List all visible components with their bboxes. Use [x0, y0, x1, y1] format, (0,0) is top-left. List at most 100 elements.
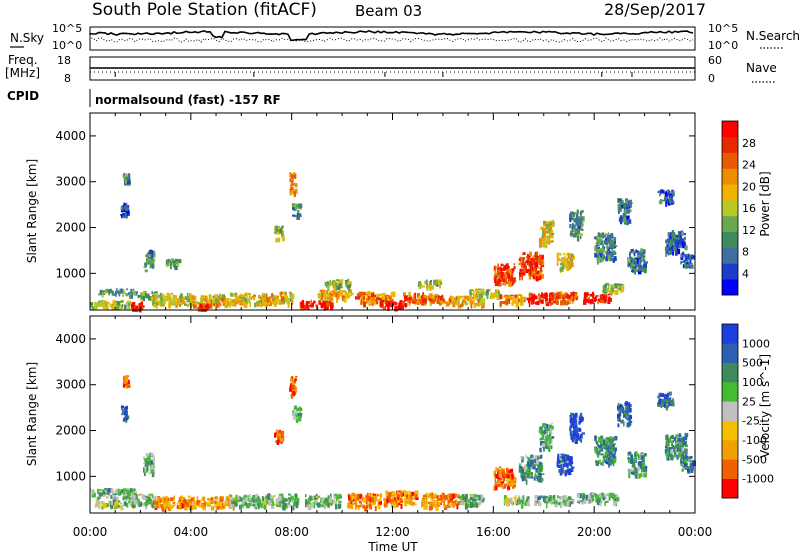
vel-pixel	[497, 481, 501, 484]
vel-pixel	[507, 501, 510, 507]
power-pixel	[595, 295, 598, 298]
vel-pixel	[527, 496, 530, 499]
vel-pixel	[157, 497, 160, 501]
power-pixel	[266, 297, 270, 303]
vel-pixel	[193, 506, 197, 510]
power-patch-18	[324, 278, 352, 292]
vel-pixel	[576, 430, 579, 434]
vel-patch-28	[627, 451, 648, 480]
vel-pixel	[456, 504, 459, 510]
vel-pixel	[601, 493, 605, 498]
power-pixel	[470, 303, 473, 309]
vel-pixel	[578, 500, 580, 504]
vel-pixel	[291, 499, 294, 503]
power-pixel	[387, 305, 390, 311]
vel-pixel	[470, 504, 473, 508]
vel-pixel	[562, 456, 566, 462]
power-pixel	[643, 249, 646, 254]
power-pixel	[544, 225, 547, 231]
power-pixel	[331, 293, 334, 297]
power-pixel	[563, 300, 567, 306]
power-colorbar-swatch	[722, 152, 738, 169]
power-pixel	[332, 289, 336, 296]
power-pixel	[570, 292, 574, 296]
vel-pixel	[371, 494, 374, 498]
vel-pixel	[670, 449, 674, 454]
vel-pixel	[596, 499, 600, 505]
power-pixel	[629, 251, 633, 254]
power-pixel	[657, 190, 660, 194]
power-pixel	[478, 290, 482, 293]
vel-pixel	[550, 425, 554, 430]
vel-pixel	[180, 503, 184, 509]
power-pixel	[120, 288, 123, 294]
power-pixel	[477, 291, 481, 296]
vel-pixel	[386, 498, 389, 504]
vel-pixel	[158, 505, 161, 509]
vel-pixel	[678, 433, 682, 437]
vel-pixel	[170, 504, 174, 509]
vel-pixel	[468, 498, 470, 503]
power-pixel	[330, 297, 334, 301]
power-pixel	[192, 295, 196, 300]
power-pixel	[90, 302, 94, 305]
power-pixel	[469, 296, 472, 299]
power-pixel	[540, 260, 543, 264]
power-pixel	[367, 292, 370, 296]
power-pixel	[180, 298, 183, 303]
vel-pixel	[516, 503, 518, 506]
vel-pixel	[508, 482, 513, 487]
vel-pixel	[110, 496, 113, 499]
power-pixel	[618, 206, 622, 212]
vel-pixel	[639, 461, 643, 464]
vel-pixel	[158, 502, 161, 507]
vel-pixel	[257, 498, 260, 503]
power-pixel	[138, 294, 140, 299]
power-pixel	[668, 193, 671, 198]
power-pixel	[617, 203, 621, 207]
power-pixel	[622, 213, 626, 216]
power-pixel	[279, 293, 282, 297]
power-pixel	[545, 243, 548, 249]
power-pixel	[475, 288, 479, 292]
power-pixel	[494, 275, 498, 279]
power-pixel	[423, 294, 427, 299]
vel-pixel	[107, 488, 111, 493]
power-pixel	[291, 295, 293, 301]
power-pixel	[508, 269, 512, 274]
vel-pixel	[559, 503, 563, 509]
vel-pixel	[230, 496, 234, 501]
power-pixel	[572, 235, 575, 238]
power-pixel	[385, 300, 389, 304]
vel-pixel	[630, 454, 633, 461]
power-pixel	[417, 281, 420, 288]
power-pixel	[498, 279, 502, 283]
vel-pixel	[369, 504, 373, 510]
vel-pixel	[635, 469, 639, 472]
power-pixel	[260, 296, 263, 302]
vel-pixel	[480, 494, 483, 499]
vel-pixel	[150, 493, 154, 496]
power-pixel	[123, 290, 126, 295]
vel-pixel	[385, 501, 387, 504]
power-pixel	[237, 297, 240, 300]
vel-pixel	[571, 433, 574, 438]
power-pixel	[570, 256, 573, 261]
vel-pixel	[279, 503, 283, 508]
power-pixel	[528, 275, 532, 280]
vel-pixel	[237, 495, 240, 500]
power-pixel	[529, 263, 532, 268]
power-pixel	[186, 292, 189, 297]
power-pixel	[184, 303, 188, 306]
vel-pixel	[670, 399, 674, 405]
vel-pixel	[112, 496, 116, 501]
vel-patch-20	[518, 454, 545, 485]
power-pixel	[319, 293, 323, 297]
power-pixel	[560, 259, 564, 263]
power-pixel	[681, 261, 685, 263]
power-pixel	[321, 294, 323, 300]
power-pixel	[510, 296, 513, 300]
power-pixel	[557, 252, 559, 257]
power-pixel	[547, 229, 550, 233]
vel-pixel	[399, 500, 404, 503]
